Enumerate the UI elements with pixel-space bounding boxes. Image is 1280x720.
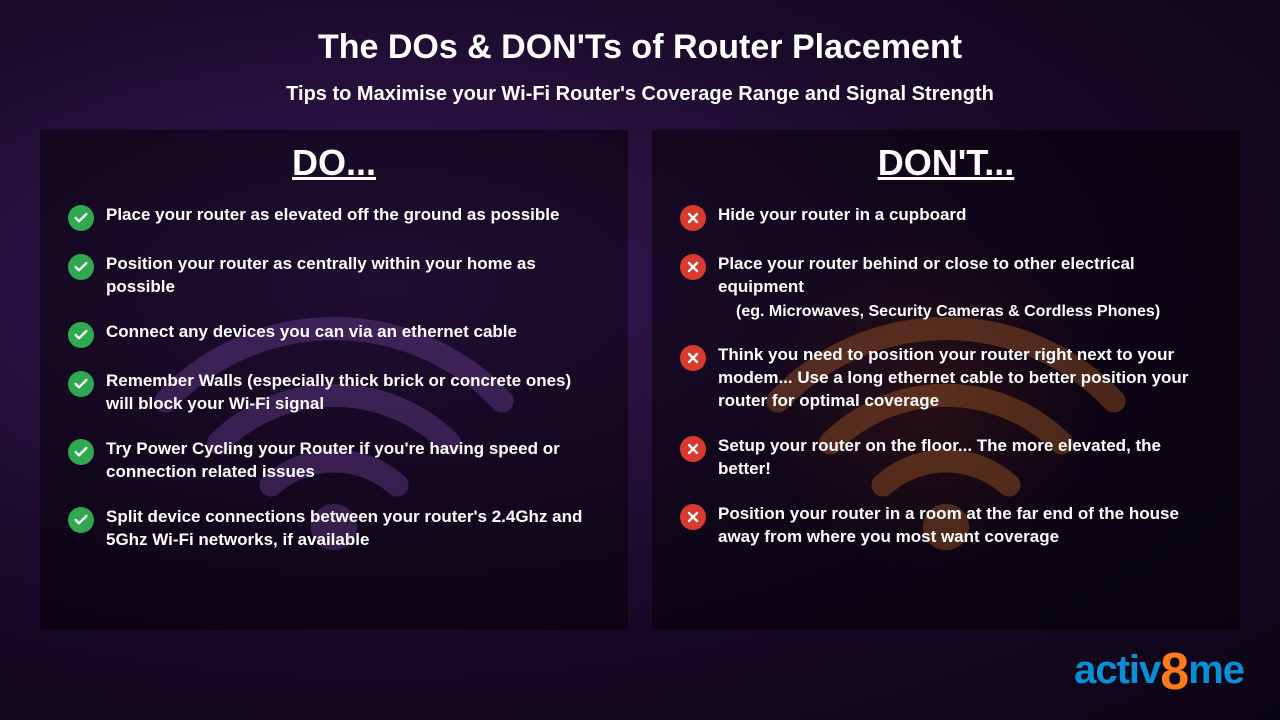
dont-item: Hide your router in a cupboard (680, 204, 1212, 231)
header: The DOs & DON'Ts of Router Placement Tip… (0, 0, 1280, 106)
logo-part1: activ (1074, 648, 1160, 692)
item-text: Think you need to position your router r… (718, 344, 1212, 413)
item-text: Position your router as centrally within… (106, 253, 600, 299)
check-icon (68, 254, 94, 280)
item-text: Remember Walls (especially thick brick o… (106, 370, 600, 416)
columns: DO... Place your router as elevated off … (0, 106, 1280, 630)
logo: activ8me (1074, 642, 1244, 702)
item-subtext: (eg. Microwaves, Security Cameras & Cord… (718, 301, 1212, 323)
cross-icon (680, 205, 706, 231)
do-item: Remember Walls (especially thick brick o… (68, 370, 600, 416)
do-item: Split device connections between your ro… (68, 506, 600, 552)
check-icon (68, 507, 94, 533)
cross-icon (680, 436, 706, 462)
dont-item: Setup your router on the floor... The mo… (680, 435, 1212, 481)
item-text: Connect any devices you can via an ether… (106, 321, 517, 344)
cross-icon (680, 504, 706, 530)
item-text: Hide your router in a cupboard (718, 204, 966, 227)
item-text: Place your router as elevated off the gr… (106, 204, 559, 227)
dont-item: Place your router behind or close to oth… (680, 253, 1212, 322)
check-icon (68, 205, 94, 231)
logo-part2: 8 (1160, 643, 1188, 701)
do-item: Position your router as centrally within… (68, 253, 600, 299)
do-heading: DO... (68, 142, 600, 184)
cross-icon (680, 345, 706, 371)
item-text: Position your router in a room at the fa… (718, 503, 1212, 549)
do-item: Place your router as elevated off the gr… (68, 204, 600, 231)
do-item: Connect any devices you can via an ether… (68, 321, 600, 348)
dont-item: Think you need to position your router r… (680, 344, 1212, 413)
page-subtitle: Tips to Maximise your Wi-Fi Router's Cov… (0, 83, 1280, 106)
do-item: Try Power Cycling your Router if you're … (68, 438, 600, 484)
check-icon (68, 322, 94, 348)
check-icon (68, 371, 94, 397)
dont-panel: DON'T... Hide your router in a cupboard P… (652, 130, 1240, 630)
page-title: The DOs & DON'Ts of Router Placement (0, 28, 1280, 67)
do-panel: DO... Place your router as elevated off … (40, 130, 628, 630)
item-text: Place your router behind or close to oth… (718, 253, 1212, 322)
do-list: Place your router as elevated off the gr… (68, 204, 600, 552)
dont-heading: DON'T... (680, 142, 1212, 184)
dont-list: Hide your router in a cupboard Place your… (680, 204, 1212, 549)
item-text: Try Power Cycling your Router if you're … (106, 438, 600, 484)
logo-part3: me (1188, 648, 1244, 692)
dont-item: Position your router in a room at the fa… (680, 503, 1212, 549)
cross-icon (680, 254, 706, 280)
check-icon (68, 439, 94, 465)
item-text: Setup your router on the floor... The mo… (718, 435, 1212, 481)
item-text: Split device connections between your ro… (106, 506, 600, 552)
